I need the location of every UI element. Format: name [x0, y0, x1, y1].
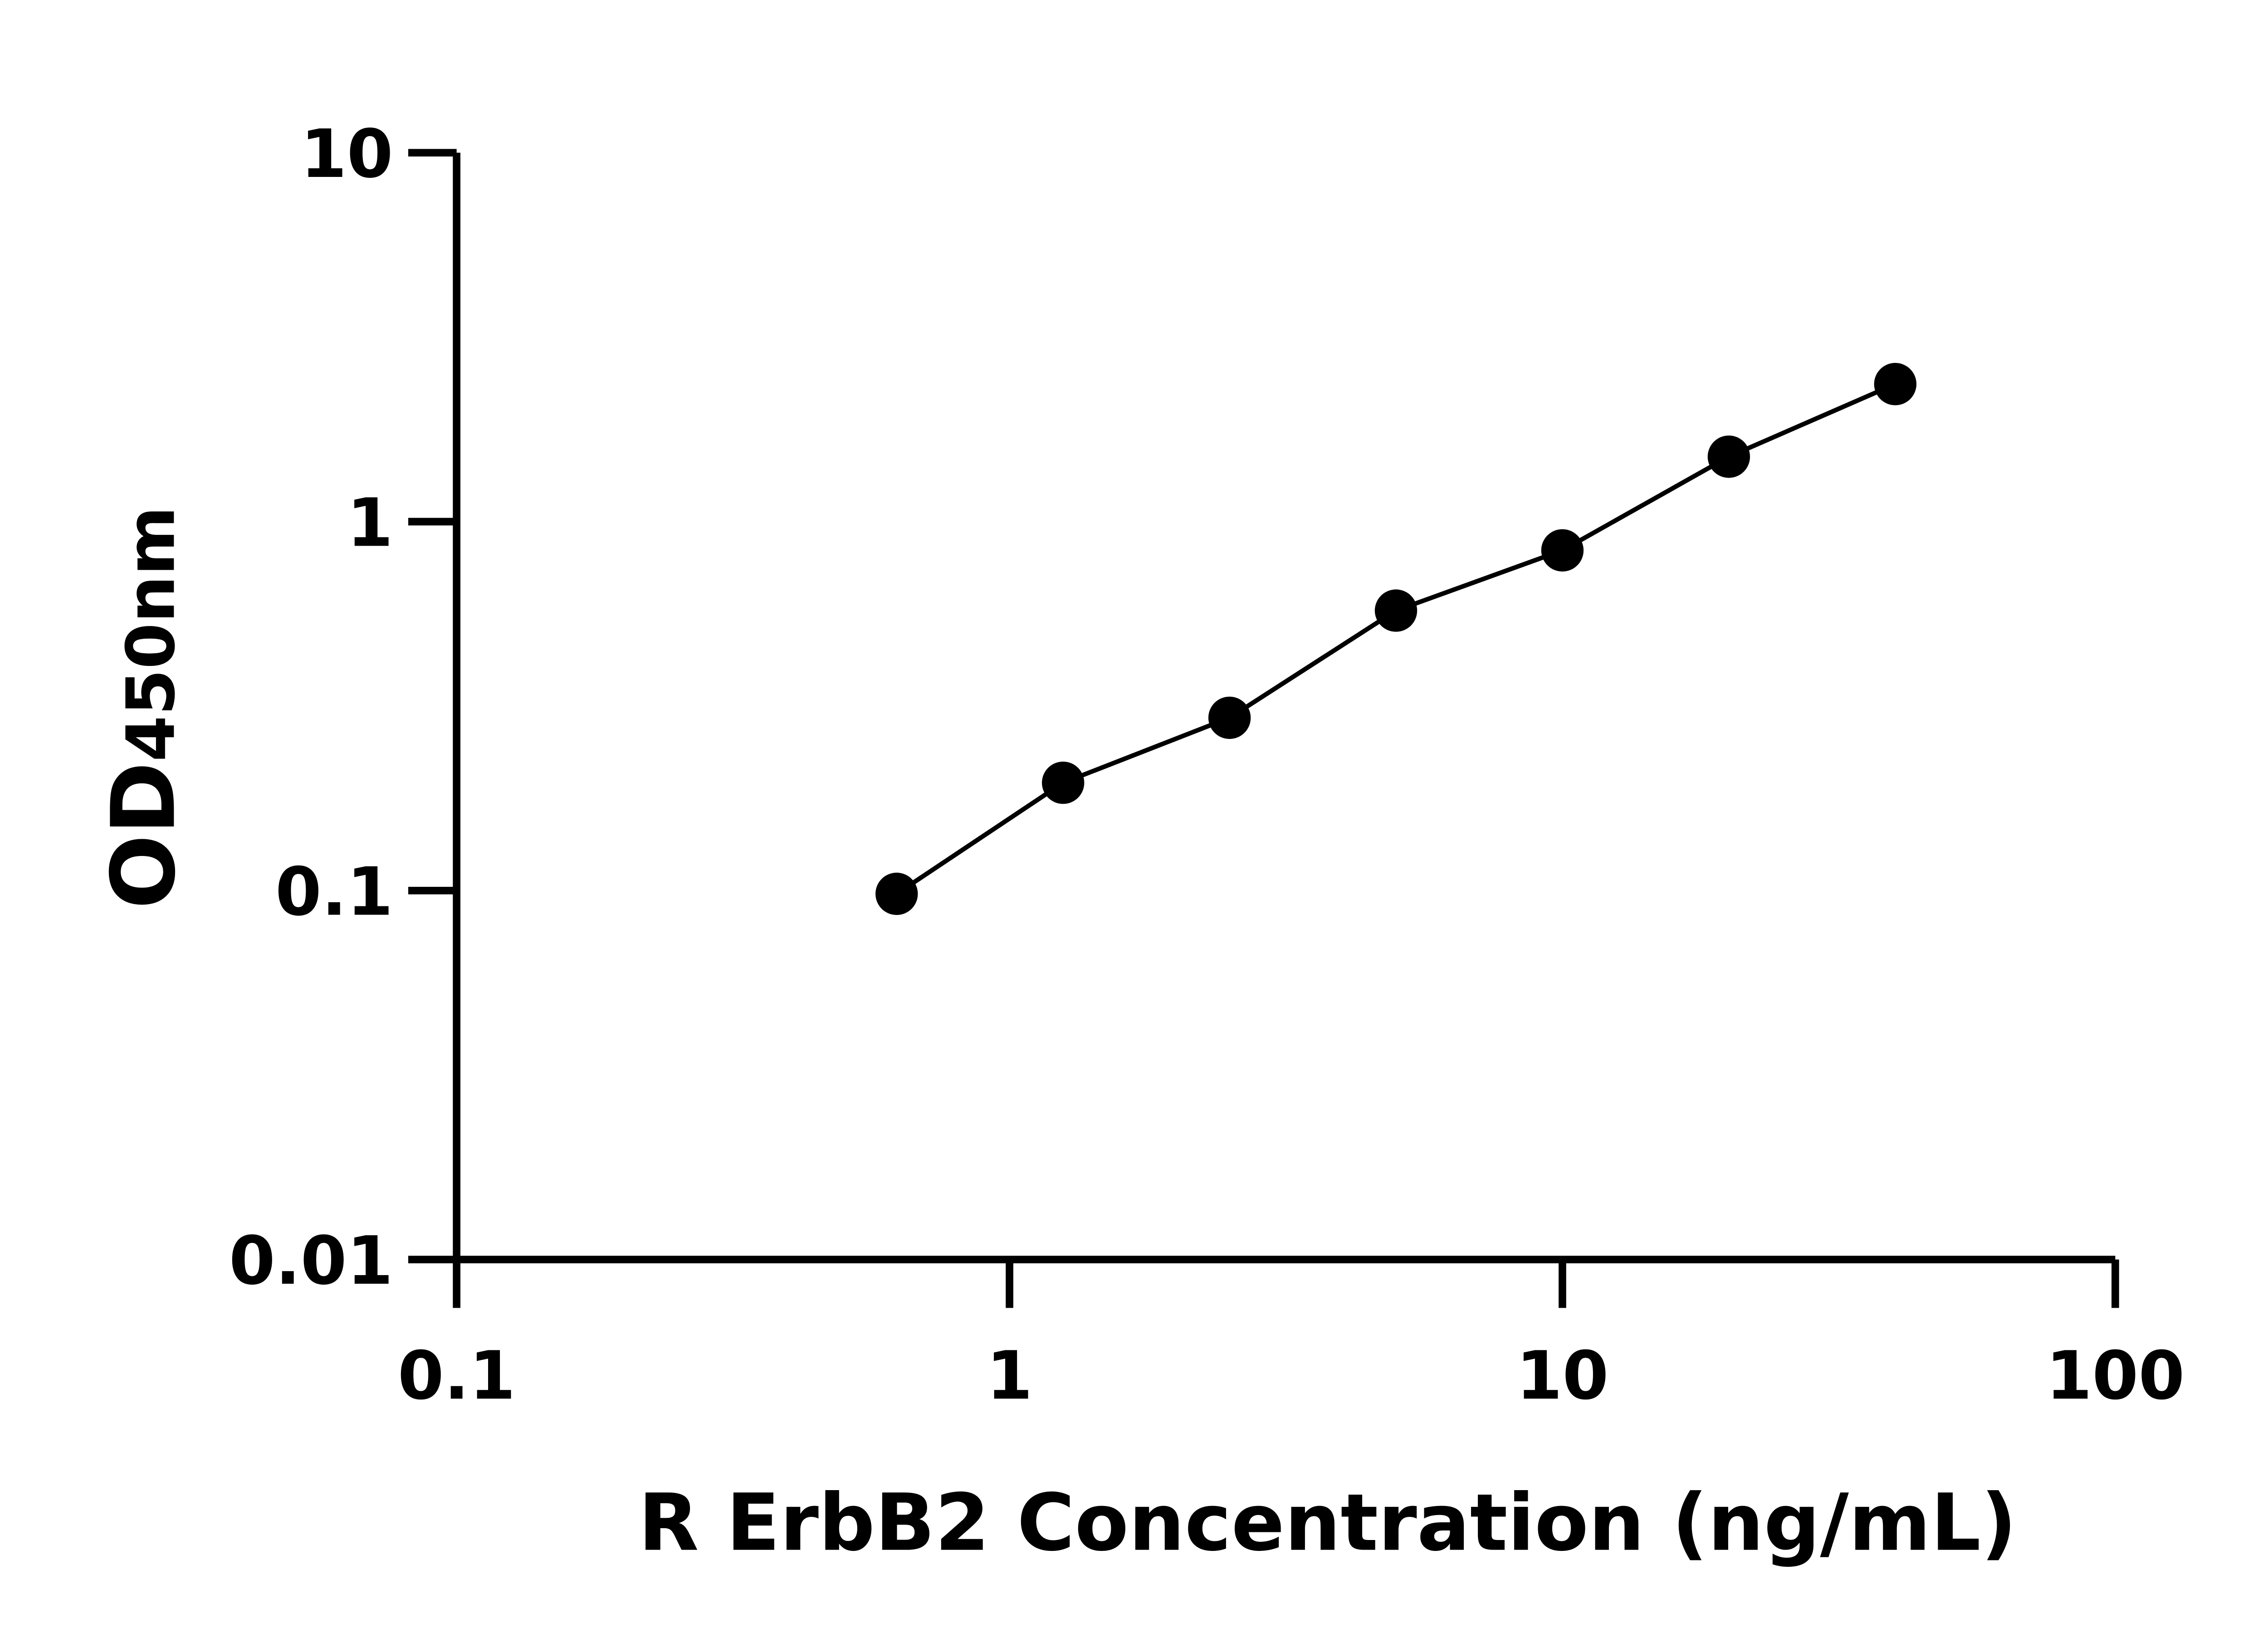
- data-point: [1042, 761, 1085, 804]
- y-axis-label-sub: 450nm: [112, 506, 190, 762]
- data-point: [1707, 435, 1750, 478]
- x-tick-label: 1: [987, 1337, 1033, 1414]
- y-tick-label: 0.1: [275, 853, 393, 931]
- x-tick-label: 0.1: [398, 1337, 516, 1414]
- data-point: [1874, 363, 1916, 406]
- data-marks: [875, 363, 1916, 915]
- x-tick-label: 100: [2046, 1337, 2185, 1414]
- y-tick-label: 0.01: [229, 1222, 393, 1300]
- y-tick-label: 10: [301, 115, 393, 193]
- y-tick-label: 1: [347, 484, 393, 562]
- y-axis-label-main: OD: [93, 762, 195, 909]
- y-axis-label: OD450nm: [93, 506, 195, 909]
- data-point: [1541, 529, 1584, 572]
- data-point: [875, 872, 918, 915]
- data-point: [1374, 589, 1418, 632]
- data-point: [1208, 696, 1251, 739]
- x-tick-label: 10: [1516, 1337, 1608, 1414]
- x-axis-label: R ErbB2 Concentration (ng/mL): [638, 1477, 2017, 1569]
